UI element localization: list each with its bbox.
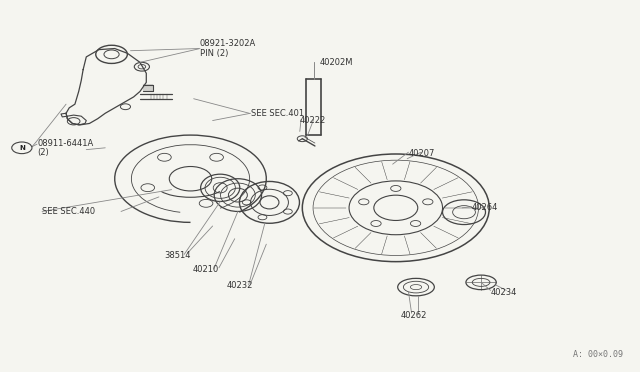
Text: 40232: 40232 xyxy=(227,281,253,290)
Text: 40202M: 40202M xyxy=(320,58,353,67)
Text: SEE SEC.401: SEE SEC.401 xyxy=(250,109,303,118)
Text: 40210: 40210 xyxy=(193,265,219,274)
Text: PIN (2): PIN (2) xyxy=(200,49,228,58)
Text: (2): (2) xyxy=(37,148,49,157)
Text: SEE SEC.440: SEE SEC.440 xyxy=(42,207,95,216)
Text: 40222: 40222 xyxy=(300,116,326,125)
Text: 40264: 40264 xyxy=(472,203,498,212)
Text: 38514: 38514 xyxy=(164,251,191,260)
Text: 40207: 40207 xyxy=(408,149,435,158)
Text: A: 00×0.09: A: 00×0.09 xyxy=(573,350,623,359)
Text: 40234: 40234 xyxy=(490,288,517,297)
Text: 40262: 40262 xyxy=(401,311,428,320)
Text: N: N xyxy=(19,145,25,151)
Text: 08911-6441A: 08911-6441A xyxy=(37,139,93,148)
Text: 08921-3202A: 08921-3202A xyxy=(200,39,256,48)
